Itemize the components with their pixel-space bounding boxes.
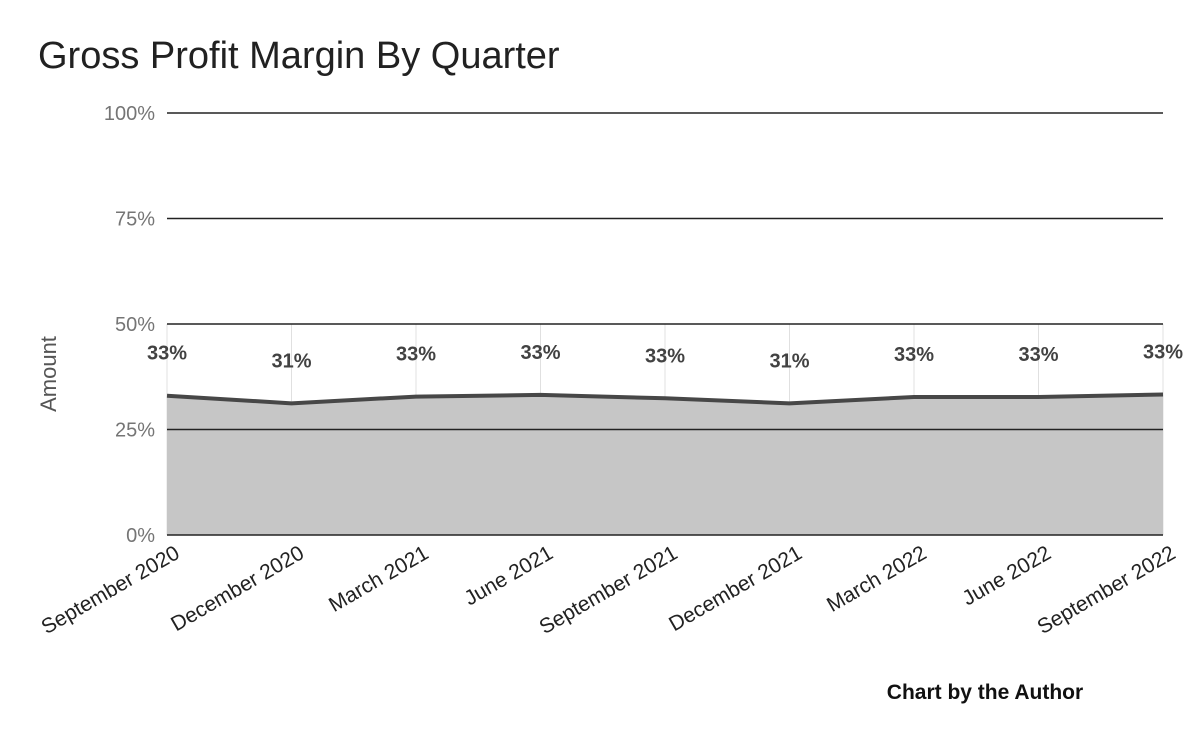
y-tick-label: 0% (126, 525, 155, 547)
area-series (166, 112, 1164, 536)
data-labels: 33% 31% 33% 33% 33% 31% 33% 33% 33% (147, 341, 1183, 372)
data-label: 33% (1143, 341, 1183, 363)
data-label: 33% (396, 344, 436, 366)
data-label: 33% (1018, 344, 1058, 366)
x-tick-label: December 2021 (665, 541, 806, 636)
y-axis-label: Amount (36, 336, 61, 412)
x-tick-label: March 2021 (325, 541, 433, 616)
x-tick-label: September 2020 (38, 541, 184, 639)
y-tick-label: 25% (115, 420, 155, 442)
x-tick-label: September 2021 (536, 541, 682, 639)
x-tick-label: September 2022 (1034, 541, 1180, 639)
x-tick-label: June 2021 (461, 541, 557, 610)
data-label: 33% (645, 345, 685, 367)
chart-title: Gross Profit Margin By Quarter (38, 35, 560, 77)
area-fill (167, 394, 1163, 535)
data-label: 31% (271, 350, 311, 372)
x-tick-label: June 2022 (959, 541, 1055, 610)
data-label: 33% (147, 343, 187, 365)
series-line (166, 392, 1164, 406)
y-tick-label: 100% (104, 103, 155, 125)
y-axis-ticks: 0% 25% 50% 75% 100% (104, 103, 155, 547)
data-label: 33% (894, 344, 934, 366)
x-tick-label: December 2020 (167, 541, 308, 636)
data-label: 33% (520, 342, 560, 364)
y-tick-label: 50% (115, 314, 155, 336)
y-tick-label: 75% (115, 209, 155, 231)
x-tick-label: March 2022 (823, 541, 931, 616)
data-label: 31% (769, 350, 809, 372)
chart-credit: Chart by the Author (887, 681, 1083, 704)
